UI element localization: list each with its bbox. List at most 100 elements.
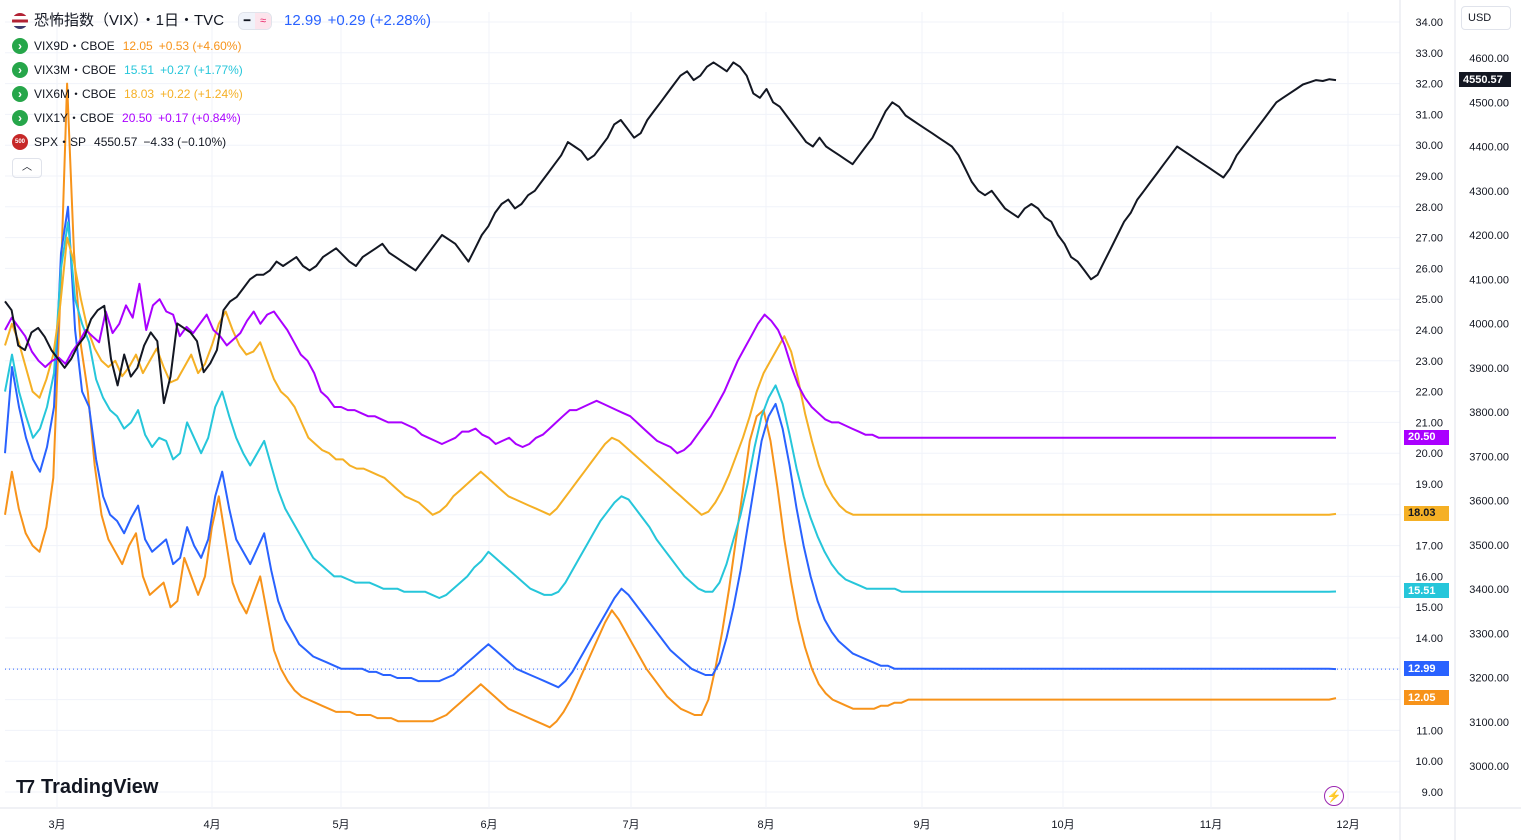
price-tag-vix: 12.99 — [1404, 661, 1449, 677]
legend-value: 15.51 — [124, 63, 155, 77]
legend-row-vix3m[interactable]: › VIX3M・CBOE 15.51 +0.27 (+1.77%) — [12, 58, 431, 82]
left-tick-label: 14.00 — [1415, 633, 1443, 645]
legend-row-vix1y[interactable]: › VIX1Y・CBOE 20.50 +0.17 (+0.84%) — [12, 106, 431, 130]
left-tick-label: 27.00 — [1415, 233, 1443, 245]
x-tick-label: 3月 — [48, 819, 65, 831]
left-tick-label: 26.00 — [1415, 263, 1443, 275]
price-tag-vix9d: 12.05 — [1404, 690, 1449, 706]
legend-change: +0.17 (+0.84%) — [158, 111, 241, 125]
legend-row-vix6m[interactable]: › VIX6M・CBOE 18.03 +0.22 (+1.24%) — [12, 82, 431, 106]
legend-main-value: 12.99 — [284, 12, 322, 29]
legend-symbol: VIX9D・CBOE — [34, 39, 115, 53]
right-tick-label: 3700.00 — [1469, 451, 1509, 463]
series-line-vix3m — [4, 221, 1337, 599]
right-tick-label: 4200.00 — [1469, 230, 1509, 242]
x-tick-label: 12月 — [1336, 819, 1359, 831]
left-tick-label: 20.00 — [1415, 448, 1443, 460]
left-tick-label: 23.00 — [1415, 356, 1443, 368]
time-axis: 3月 4月 5月 6月 7月 8月 9月 10月 11月 12月 — [48, 819, 1359, 831]
legend-main-change: +0.29 (+2.28%) — [327, 12, 431, 29]
legend-value: 12.05 — [122, 39, 153, 53]
left-tick-label: 15.00 — [1415, 602, 1443, 614]
left-tick-label: 30.00 — [1415, 140, 1443, 152]
legend-symbol: VIX1Y・CBOE — [34, 111, 115, 125]
sp500-badge-icon: 500 — [12, 134, 28, 150]
right-tick-label: 3200.00 — [1469, 673, 1509, 685]
legend-value: 20.50 — [122, 111, 153, 125]
left-tick-label: 29.00 — [1415, 171, 1443, 183]
x-tick-label: 5月 — [332, 819, 349, 831]
legend-row-spx[interactable]: 500 SPX・SP 4550.57 −4.33 (−0.10%) — [12, 130, 431, 154]
x-tick-label: 7月 — [622, 819, 639, 831]
left-tick-label: 16.00 — [1415, 571, 1443, 583]
price-tag-vix1y: 20.50 — [1404, 429, 1449, 445]
compare-icon[interactable]: ≈ — [255, 13, 272, 29]
series-lines — [4, 61, 1337, 729]
us-flag-icon — [12, 13, 28, 29]
legend-symbol: SPX・SP — [34, 135, 87, 149]
right-tick-label: 3400.00 — [1469, 584, 1509, 596]
x-tick-label: 11月 — [1200, 819, 1222, 831]
left-tick-label: 19.00 — [1415, 479, 1443, 491]
right-tick-label: 3300.00 — [1469, 628, 1509, 640]
right-price-axis: 4600.00 4500.00 4400.00 4300.00 4200.00 4100.… — [1469, 53, 1509, 773]
legend-value: 4550.57 — [94, 135, 138, 149]
x-tick-label: 9月 — [913, 819, 930, 831]
left-tick-label: 11.00 — [1416, 725, 1443, 737]
left-tick-label: 28.00 — [1415, 202, 1443, 214]
collapse-legend-button[interactable]: ︿ — [12, 158, 42, 178]
green-arrow-icon: › — [12, 62, 28, 78]
brand-label: TradingView — [41, 776, 159, 798]
green-arrow-icon: › — [12, 86, 28, 102]
price-tag-vix3m: 15.51 — [1404, 583, 1449, 599]
x-tick-label: 10月 — [1051, 819, 1074, 831]
series-line-vix6m — [4, 236, 1337, 516]
tradingview-mark-icon: T7 — [16, 777, 35, 797]
right-tick-label: 3900.00 — [1469, 363, 1509, 375]
left-tick-label: 22.00 — [1415, 387, 1443, 399]
left-tick-label: 33.00 — [1415, 48, 1443, 60]
right-tick-label: 3100.00 — [1469, 717, 1509, 729]
legend-change: +0.53 (+4.60%) — [158, 39, 242, 53]
series-line-spx — [4, 61, 1337, 405]
currency-label: USD — [1468, 12, 1492, 24]
chevron-up-icon: ︿ — [22, 162, 32, 173]
legend-main-row[interactable]: 恐怖指数（VIX）・1日・TVC ━ ≈ 12.99 +0.29 (+2.28%) — [12, 8, 431, 34]
left-tick-label: 17.00 — [1415, 541, 1443, 553]
series-line-vix1y — [4, 282, 1336, 455]
green-arrow-icon: › — [12, 38, 28, 54]
right-tick-label: 3000.00 — [1469, 761, 1509, 773]
left-tick-label: 34.00 — [1415, 17, 1443, 29]
right-tick-label: 3600.00 — [1469, 496, 1509, 508]
tradingview-logo[interactable]: T7 TradingView — [16, 776, 158, 799]
left-price-axis: 34.00 33.00 32.00 31.00 30.00 29.00 28.00 27.00… — [1415, 17, 1443, 799]
right-tick-label: 4300.00 — [1469, 186, 1509, 198]
series-line-vix — [4, 205, 1337, 689]
legend-change: +0.27 (+1.77%) — [160, 63, 243, 77]
flash-icon[interactable]: ⚡ — [1324, 786, 1344, 806]
price-tag-spx: 4550.57 — [1459, 72, 1511, 88]
right-tick-label: 4500.00 — [1469, 97, 1509, 109]
right-tick-label: 4000.00 — [1469, 319, 1509, 331]
left-tick-label: 10.00 — [1415, 756, 1443, 768]
currency-selector[interactable]: USD — [1461, 6, 1511, 30]
left-tick-label: 32.00 — [1415, 79, 1443, 91]
left-tick-label: 21.00 — [1415, 417, 1443, 429]
left-tick-label: 9.00 — [1422, 787, 1443, 799]
legend: 恐怖指数（VIX）・1日・TVC ━ ≈ 12.99 +0.29 (+2.28%)… — [12, 8, 431, 178]
hide-icon[interactable]: ━ — [239, 13, 256, 29]
legend-change: +0.22 (+1.24%) — [160, 87, 243, 101]
right-tick-label: 4100.00 — [1469, 274, 1509, 286]
legend-symbol: VIX3M・CBOE — [34, 63, 117, 77]
legend-row-vix9d[interactable]: › VIX9D・CBOE 12.05 +0.53 (+4.60%) — [12, 34, 431, 58]
visibility-toggle[interactable]: ━ ≈ — [238, 12, 273, 30]
right-tick-label: 4600.00 — [1469, 53, 1509, 65]
legend-series-list: › VIX9D・CBOE 12.05 +0.53 (+4.60%) › VIX3M・CBO… — [12, 34, 431, 154]
left-tick-label: 24.00 — [1415, 325, 1443, 337]
x-tick-label: 8月 — [757, 819, 774, 831]
left-tick-label: 25.00 — [1415, 294, 1443, 306]
x-tick-label: 6月 — [480, 819, 497, 831]
legend-change: −4.33 (−0.10%) — [143, 135, 227, 149]
